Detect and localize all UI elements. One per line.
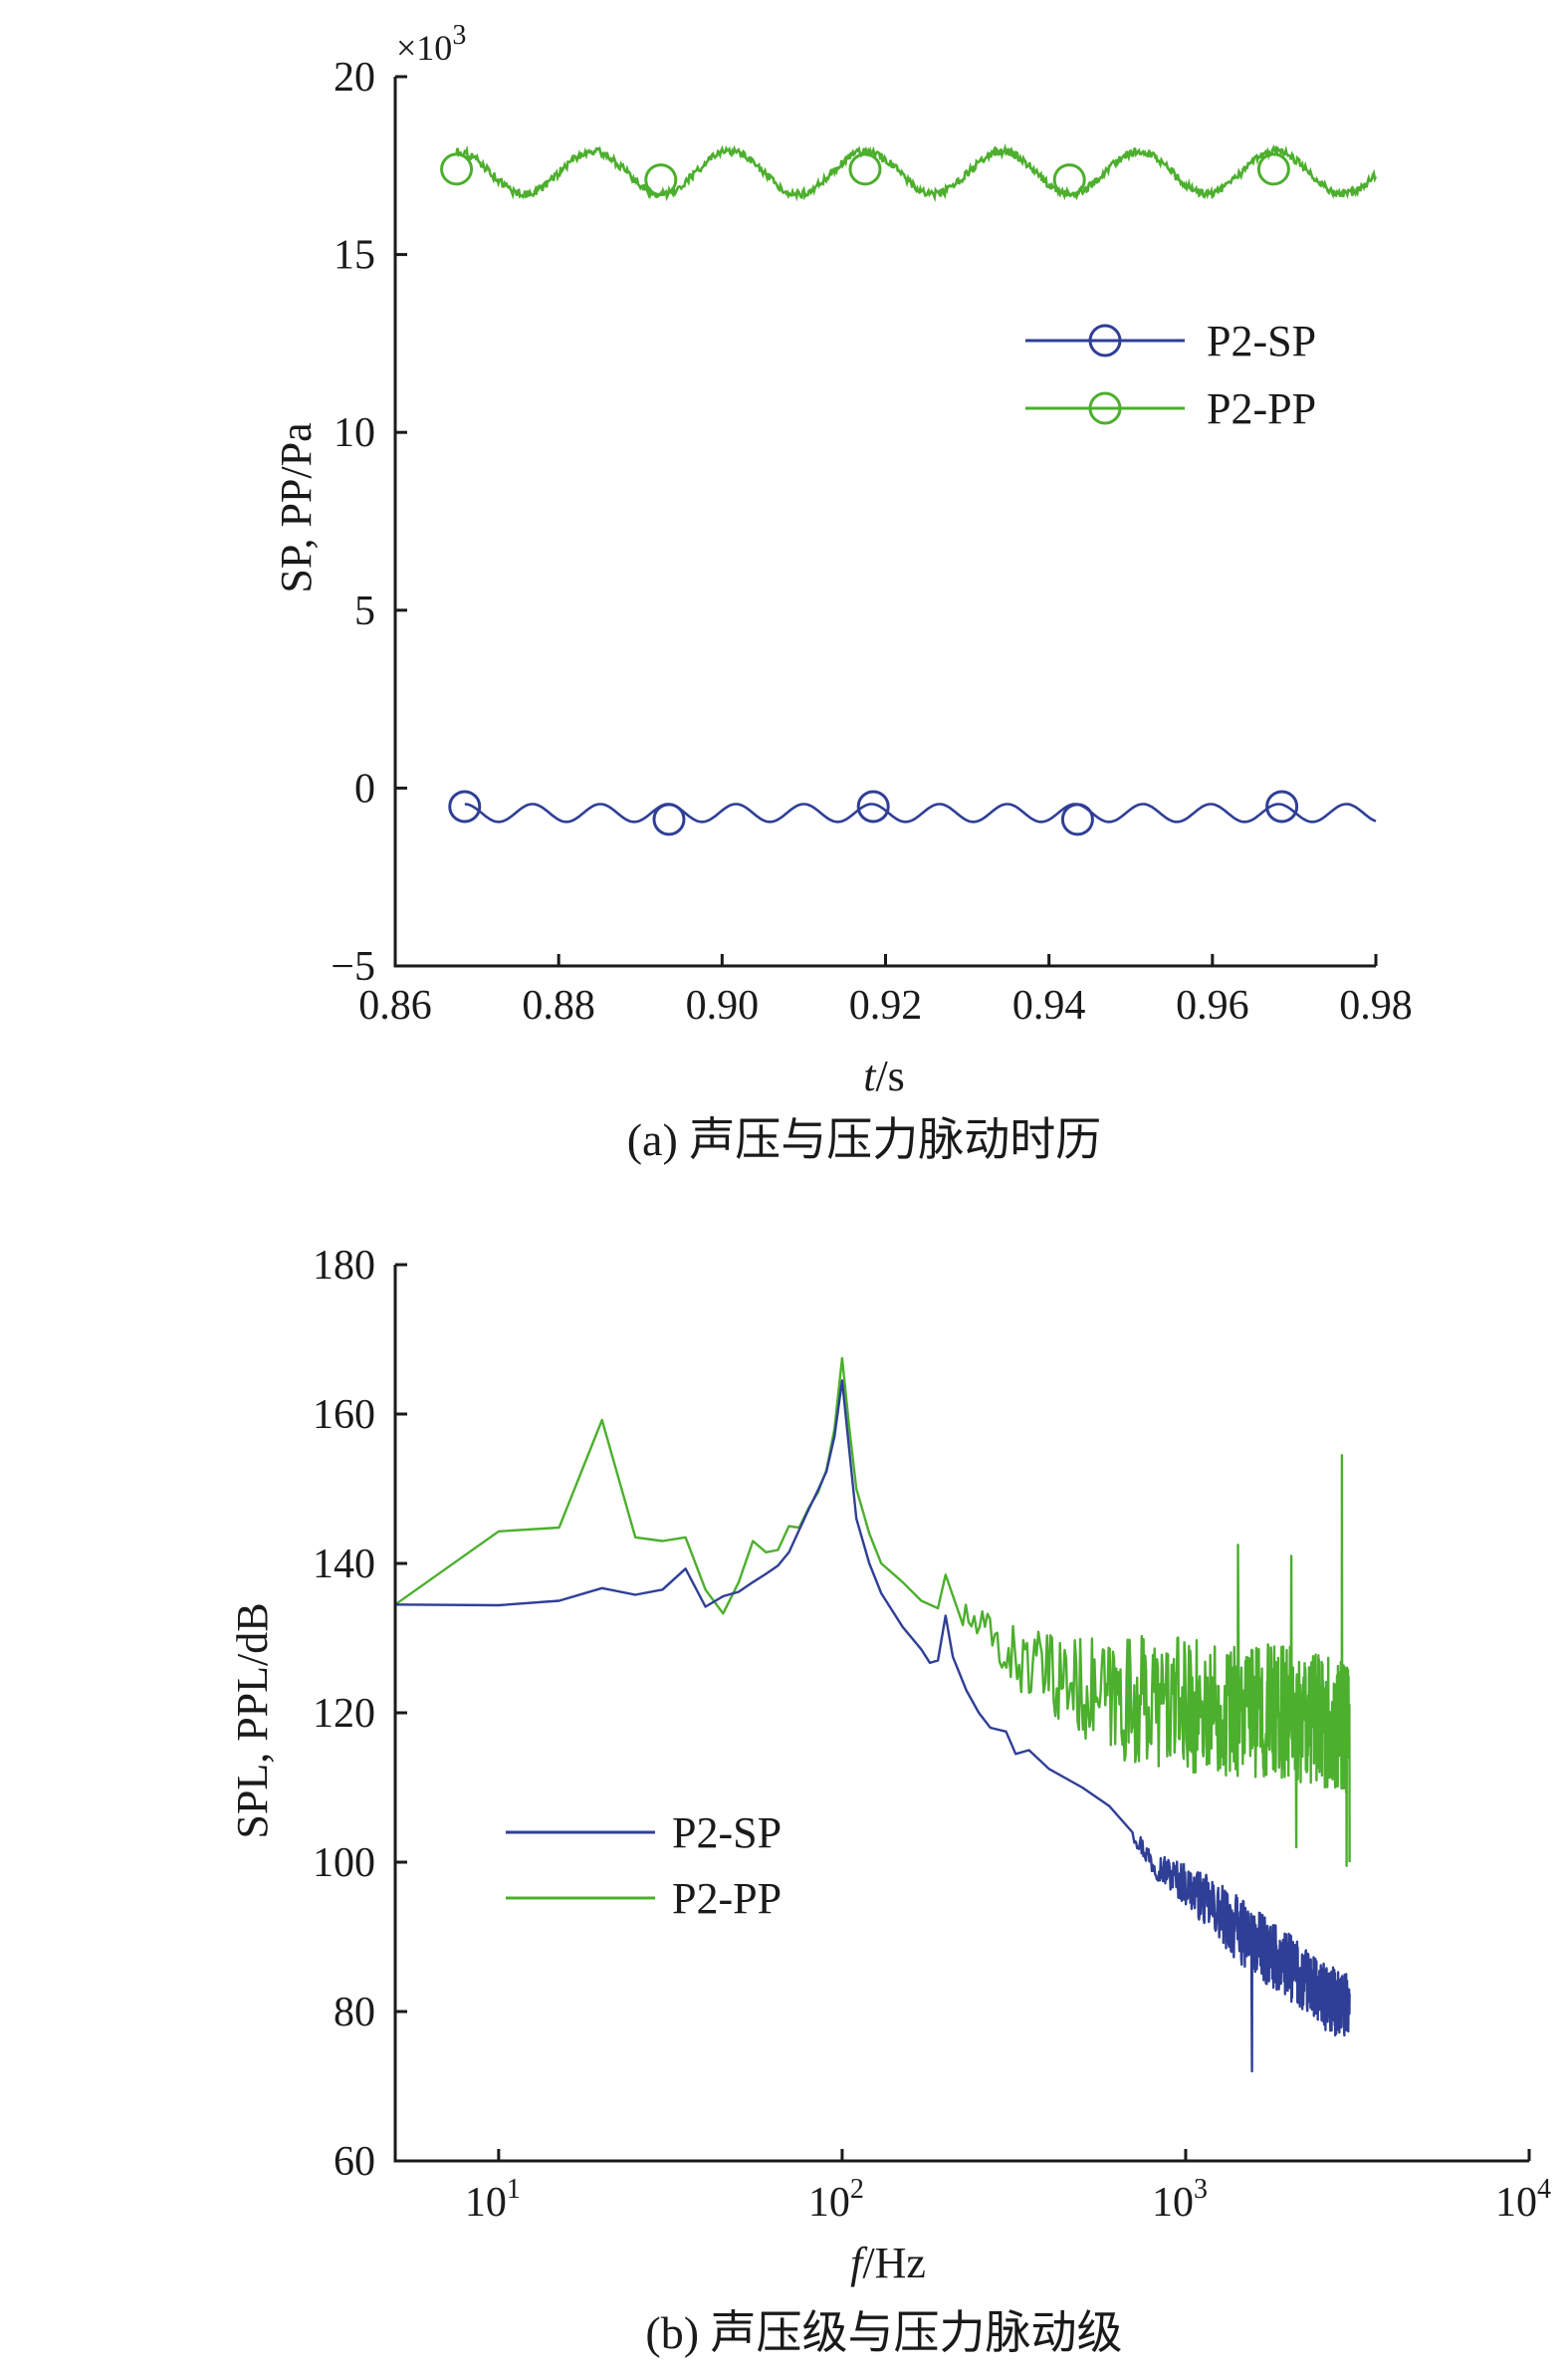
y-tick-label: 120 [313,1691,375,1737]
legend-label-p2-sp: P2-SP [1207,317,1316,365]
x-tick-label: 0.94 [1012,983,1086,1029]
panel-b-caption: (b) 声压级与压力脉动级 [645,2307,1122,2358]
panel-a-time-history: 0.86 0.88 0.90 0.92 0.94 0.96 0.98 −5 0 5 10 15 20 ×… [272,20,1413,1165]
panel-a-x-axis-title: t/s [863,1052,905,1100]
data-marker-p2-pp [1256,152,1290,186]
y-tick-label: 15 [334,233,375,279]
panel-a-y-axis-title: SP, PP/Pa [272,422,321,593]
series-line-p2-pp [455,142,1378,203]
data-marker-p2-sp [652,803,686,836]
data-marker-p2-pp [644,163,678,197]
x-tick-label: 103 [1152,2174,1208,2226]
panel-b-spectrum: 60 80 100 120 140 160 180 101 102 103 104 SPL, PPL… [228,1243,1551,2358]
y-tick-label: 180 [313,1243,375,1289]
y-tick-label: 0 [354,766,375,812]
panel-a-caption: (a) 声压与压力脉动时历 [627,1114,1102,1165]
y-tick-label: 60 [334,2139,375,2185]
data-marker-p2-sp [856,790,890,824]
x-tick-label: 101 [465,2174,521,2226]
panel-b-y-axis-title: SPL, PPL/dB [228,1602,277,1838]
y-tick-label: 10 [334,410,375,456]
y-tick-label: 5 [354,589,375,634]
panel-a-series [440,142,1378,836]
panel-b-x-axis-title: f/Hz [850,2239,926,2287]
panel-a-legend: P2-SP P2-PP [1025,317,1316,433]
series-line-p2-sp [464,803,1377,824]
x-tick-label: 0.96 [1176,983,1249,1029]
x-tick-label: 104 [1495,2174,1551,2226]
x-tick-label: 102 [808,2174,864,2226]
y-tick-label: 80 [334,1990,375,2035]
y-tick-label: −5 [331,944,375,990]
panel-a-y-multiplier: ×103 [396,20,466,68]
spectrum-line-p2-pp [394,1356,1351,1867]
x-tick-label: 0.90 [686,983,760,1029]
data-marker-p2-sp [448,790,482,824]
y-tick-label: 20 [334,55,375,101]
panel-a-axes [393,77,1376,968]
panel-a-ticks: 0.86 0.88 0.90 0.92 0.94 0.96 0.98 −5 0 5 10 15 20 [331,55,1412,1029]
x-tick-label: 0.92 [849,983,923,1029]
panel-b-axes [393,1265,1529,2163]
legend-marker-p2-sp [1088,324,1122,357]
y-tick-label: 160 [313,1392,375,1438]
panel-b-legend: P2-SP P2-PP [506,1808,782,1923]
data-marker-p2-pp [440,152,474,186]
x-tick-label: 0.88 [522,983,595,1029]
legend-label-p2-pp: P2-PP [1207,384,1316,433]
data-marker-p2-sp [1060,803,1094,836]
legend-label-p2-sp-b: P2-SP [672,1808,782,1857]
spectrum-line-p2-sp [394,1379,1351,2073]
x-tick-label: 0.98 [1339,983,1413,1029]
x-tick-label: 0.86 [358,983,432,1029]
y-tick-label: 100 [313,1840,375,1886]
y-tick-label: 140 [313,1542,375,1587]
data-marker-p2-pp [1052,163,1086,197]
data-marker-p2-sp [1265,790,1299,824]
data-marker-p2-pp [848,152,882,186]
legend-label-p2-pp-b: P2-PP [672,1874,782,1923]
panel-b-series [394,1356,1351,2073]
panel-b-ticks: 60 80 100 120 140 160 180 101 102 103 104 [313,1243,1551,2226]
legend-marker-p2-pp [1088,391,1122,425]
